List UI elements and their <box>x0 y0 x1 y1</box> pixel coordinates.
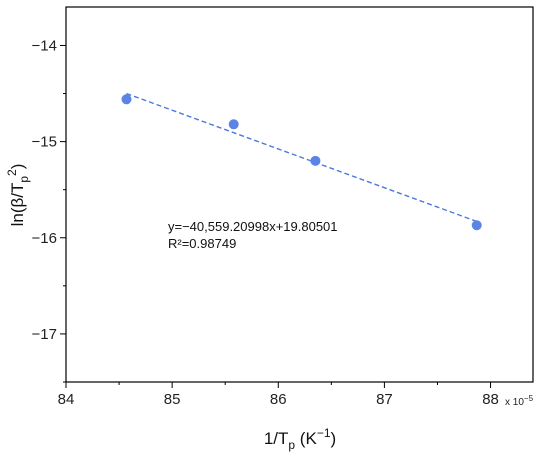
x-multiplier-base: x 10 <box>505 397 524 408</box>
plot-frame <box>65 6 534 383</box>
x-tick-label: 85 <box>164 391 181 408</box>
plot-frame-group <box>65 6 534 383</box>
x-axis-title-rest: (K <box>295 429 317 448</box>
x-axis-title-sup: −1 <box>317 426 331 440</box>
data-point <box>121 94 132 105</box>
x-multiplier-exponent: −5 <box>524 394 534 403</box>
tick-labels: 84 85 86 87 88 −17 −16 −15 −14 <box>32 37 499 408</box>
x-tick-label: 88 <box>482 391 499 408</box>
x-axis-title-close: ) <box>331 429 337 448</box>
y-tick-label: −15 <box>32 134 57 151</box>
annotation-r-squared: R²=0.98749 <box>168 236 236 251</box>
y-axis-title-base: ln(β/T <box>8 183 27 227</box>
x-tick-label: 86 <box>270 391 287 408</box>
annotation-equation: y=−40,559.20998x+19.80501 <box>168 219 338 234</box>
x-axis-title: 1/Tp (K−1) <box>264 426 336 452</box>
x-axis-title-sub: p <box>288 438 295 452</box>
y-tick-label: −14 <box>32 37 57 54</box>
x-multiplier: x 10−5 <box>505 394 534 408</box>
points-group <box>121 94 482 231</box>
data-point <box>471 220 482 231</box>
y-tick-label: −16 <box>32 230 57 247</box>
y-axis-title-sub: p <box>17 176 31 183</box>
ticks <box>60 44 492 388</box>
x-axis-title-base: 1/T <box>264 429 289 448</box>
y-tick-label: −17 <box>32 326 57 343</box>
y-axis-title: ln(β/Tp2) <box>5 164 31 227</box>
x-tick-label: 87 <box>376 391 393 408</box>
y-axis-title-sup: 2 <box>5 169 19 176</box>
fit-line <box>126 92 477 223</box>
x-tick-label: 84 <box>58 391 75 408</box>
fit-line-group <box>126 92 477 223</box>
y-axis-title-close: ) <box>8 164 27 170</box>
data-point <box>310 155 321 166</box>
data-point <box>228 119 239 130</box>
